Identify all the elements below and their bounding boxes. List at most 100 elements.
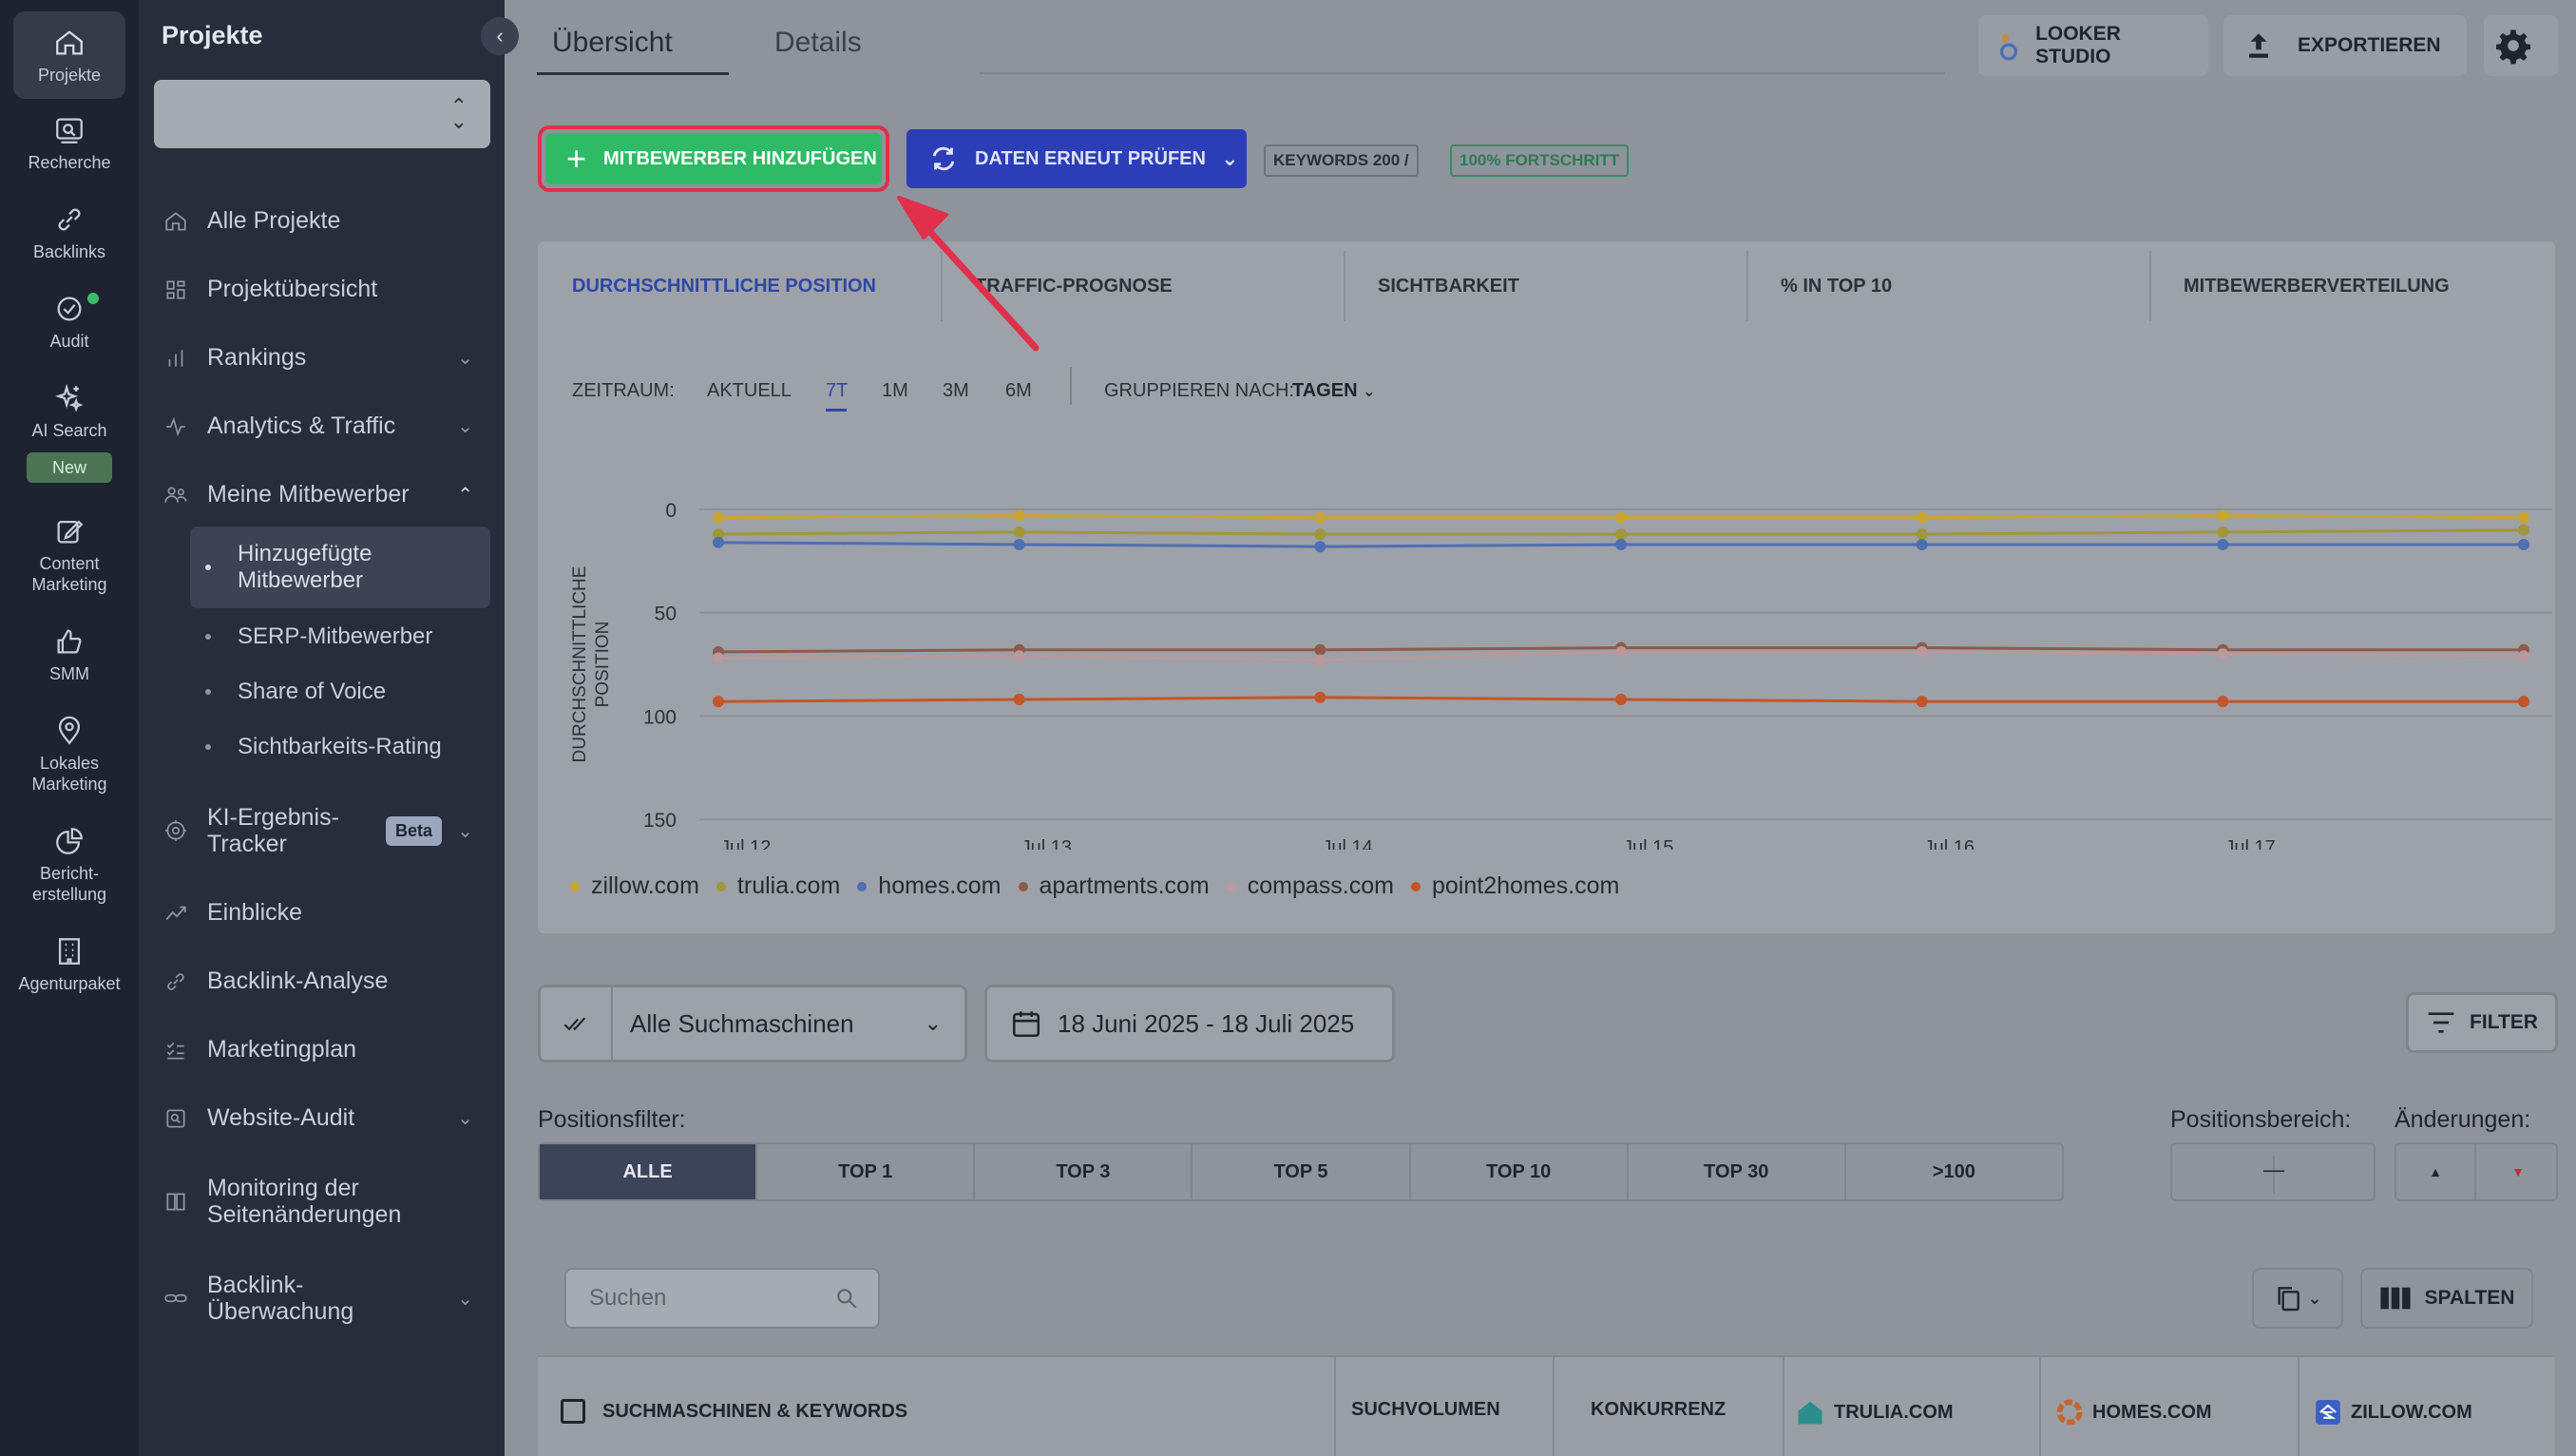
- legend-item[interactable]: zillow.com: [570, 872, 699, 900]
- sub-item-share-of-voice[interactable]: Share of Voice: [190, 677, 490, 707]
- data-point: [1916, 696, 1928, 708]
- date-range-picker[interactable]: 18 Juni 2025 - 18 Juli 2025: [984, 985, 1395, 1063]
- tab-details[interactable]: Details: [774, 27, 862, 58]
- legend-item[interactable]: apartments.com: [1018, 872, 1210, 900]
- th-zillow[interactable]: ZILLOW.COM: [2315, 1399, 2472, 1426]
- sub-item-sichtbarkeits-rating[interactable]: Sichtbarkeits-Rating: [190, 732, 490, 762]
- th-trulia[interactable]: TRULIA.COM: [1796, 1399, 1954, 1426]
- rail-item-smm[interactable]: SMM: [13, 625, 125, 684]
- tab-uebersicht[interactable]: Übersicht: [552, 27, 673, 58]
- rail-item-backlinks[interactable]: Backlinks: [13, 203, 125, 262]
- nav-item-einblicke[interactable]: Einblicke: [154, 899, 490, 927]
- filter-icon: [2428, 1012, 2454, 1033]
- group-by-select[interactable]: TAGEN ⌄: [1292, 380, 1376, 401]
- nav-item-website-audit[interactable]: Website-Audit ⌄: [154, 1104, 490, 1132]
- data-point: [713, 696, 724, 708]
- sub-item-serp-mitbewerber[interactable]: SERP-Mitbewerber: [190, 622, 490, 652]
- position-filter-option[interactable]: TOP 5: [1193, 1144, 1411, 1199]
- search-input[interactable]: Suchen: [564, 1268, 880, 1329]
- home-icon: [56, 30, 83, 55]
- period-7t[interactable]: 7T: [826, 380, 849, 401]
- tab-divider: [980, 72, 1945, 74]
- rail-item-agenturpaket[interactable]: Agenturpaket: [13, 935, 125, 994]
- copy-button[interactable]: ⌄: [2252, 1268, 2343, 1329]
- rail-item-audit[interactable]: Audit: [13, 293, 125, 352]
- nav-item-alle-projekte[interactable]: Alle Projekte: [154, 207, 490, 235]
- filter-button[interactable]: FILTER: [2406, 992, 2558, 1053]
- legend-item[interactable]: homes.com: [857, 872, 1002, 900]
- chevron-left-icon: ‹: [496, 24, 504, 48]
- chart-tab-top10[interactable]: % IN TOP 10: [1781, 275, 1893, 297]
- settings-button[interactable]: [2484, 15, 2558, 76]
- rail-item-content-marketing[interactable]: Content Marketing: [13, 515, 125, 595]
- research-icon: [56, 118, 83, 144]
- rail-item-recherche[interactable]: Recherche: [13, 114, 125, 173]
- select-all-checkbox[interactable]: [561, 1399, 585, 1424]
- edit-icon: [57, 520, 84, 544]
- recheck-data-button[interactable]: DATEN ERNEUT PRÜFEN ⌄: [906, 129, 1247, 188]
- chevron-down-icon: ⌄: [457, 1288, 473, 1310]
- thumbs-up-icon: [57, 629, 82, 654]
- legend-item[interactable]: point2homes.com: [1410, 872, 1619, 900]
- y-tick-label: 100: [643, 706, 677, 728]
- position-filter-option[interactable]: TOP 1: [757, 1144, 976, 1199]
- rail-item-lokales-marketing[interactable]: Lokales Marketing: [13, 715, 125, 795]
- side-navigation: Projekte ‹ ⌃ ⌄ Alle Projekte Projektübers…: [139, 0, 519, 1456]
- th-volume[interactable]: SUCHVOLUMEN: [1351, 1399, 1500, 1420]
- period-3m[interactable]: 3M: [943, 380, 969, 401]
- position-filter-option[interactable]: >100: [1932, 1160, 1975, 1182]
- y-tick-label: 0: [665, 500, 677, 522]
- activity-icon: [166, 416, 185, 436]
- legend-item[interactable]: trulia.com: [716, 872, 840, 900]
- sub-item-hinzugefuegte-mitbewerber[interactable]: Hinzugefügte Mitbewerber: [190, 527, 490, 608]
- position-filter-option[interactable]: TOP 30: [1629, 1144, 1846, 1199]
- nav-item-monitoring[interactable]: Monitoring der Seitenänderungen: [154, 1175, 490, 1228]
- chart-tab-distribution[interactable]: MITBEWERBERVERTEILUNG: [2184, 275, 2450, 297]
- th-homes[interactable]: HOMES.COM: [2056, 1399, 2212, 1426]
- chart-tab-visibility[interactable]: SICHTBARKEIT: [1378, 275, 1519, 297]
- nav-item-marketingplan[interactable]: Marketingplan: [154, 1036, 490, 1063]
- book-icon: [166, 1193, 185, 1211]
- chart-tab-separator: [1746, 251, 1748, 321]
- nav-item-analytics-traffic[interactable]: Analytics & Traffic ⌄: [154, 412, 490, 440]
- position-filter-option[interactable]: TOP 3: [975, 1144, 1193, 1199]
- chart-tab-traffic[interactable]: TRAFFIC-PROGNOSE: [975, 275, 1173, 297]
- th-keywords: SUCHMASCHINEN & KEYWORDS: [561, 1399, 907, 1424]
- rail-item-berichterstellung[interactable]: Bericht-erstellung: [13, 825, 125, 905]
- rail-item-projekte[interactable]: Projekte: [13, 11, 125, 99]
- position-filter-option[interactable]: TOP 10: [1411, 1144, 1629, 1199]
- search-engine-select[interactable]: Alle Suchmaschinen ⌄: [538, 985, 967, 1063]
- chevron-updown-icon: ⌃ ⌄: [449, 94, 467, 133]
- export-button[interactable]: EXPORTIEREN: [2223, 15, 2467, 76]
- period-6m[interactable]: 6M: [1005, 380, 1032, 401]
- active-tab-indicator: [537, 72, 729, 75]
- legend-item[interactable]: compass.com: [1226, 872, 1394, 900]
- nav-item-backlink-ueberwachung[interactable]: Backlink-Überwachung ⌄: [154, 1272, 490, 1325]
- changes-down-button[interactable]: ▼: [2478, 1144, 2558, 1199]
- nav-item-projektuebersicht[interactable]: Projektübersicht: [154, 276, 490, 303]
- rail-item-ai-search[interactable]: AI Search: [13, 382, 125, 441]
- nav-item-ki-ergebnis-tracker[interactable]: KI-Ergebnis-Tracker Beta ⌄: [154, 804, 490, 857]
- project-select[interactable]: ⌃ ⌄: [154, 80, 490, 148]
- nav-item-backlink-analyse[interactable]: Backlink-Analyse: [154, 967, 490, 995]
- data-point: [1615, 645, 1627, 658]
- changes-up-button[interactable]: ▲: [2396, 1144, 2476, 1199]
- nav-item-rankings[interactable]: Rankings ⌄: [154, 344, 490, 372]
- nav-item-meine-mitbewerber[interactable]: Meine Mitbewerber ⌃: [154, 481, 490, 508]
- period-aktuell[interactable]: AKTUELL: [707, 380, 792, 401]
- add-competitor-button[interactable]: + MITBEWERBER HINZUFÜGEN: [545, 133, 882, 184]
- th-competition[interactable]: KONKURRENZ: [1591, 1399, 1727, 1420]
- columns-button[interactable]: SPALTEN: [2360, 1268, 2533, 1329]
- looker-studio-button[interactable]: LOOKER STUDIO: [1978, 15, 2208, 76]
- position-range-input[interactable]: —: [2170, 1142, 2376, 1201]
- position-filter-option[interactable]: ALLE: [540, 1144, 758, 1199]
- range-separator: [2273, 1156, 2275, 1194]
- period-1m[interactable]: 1M: [882, 380, 908, 401]
- collapse-sidebar-button[interactable]: ‹: [481, 17, 519, 55]
- position-range-label: Positionsbereich:: [2170, 1106, 2352, 1133]
- legend-dot: [716, 881, 726, 891]
- trend-icon: [165, 906, 186, 920]
- zillow-logo-icon: [2316, 1400, 2340, 1425]
- chart-tab-avg-position[interactable]: DURCHSCHNITTLICHE POSITION: [572, 275, 876, 297]
- legend-dot: [1226, 881, 1236, 891]
